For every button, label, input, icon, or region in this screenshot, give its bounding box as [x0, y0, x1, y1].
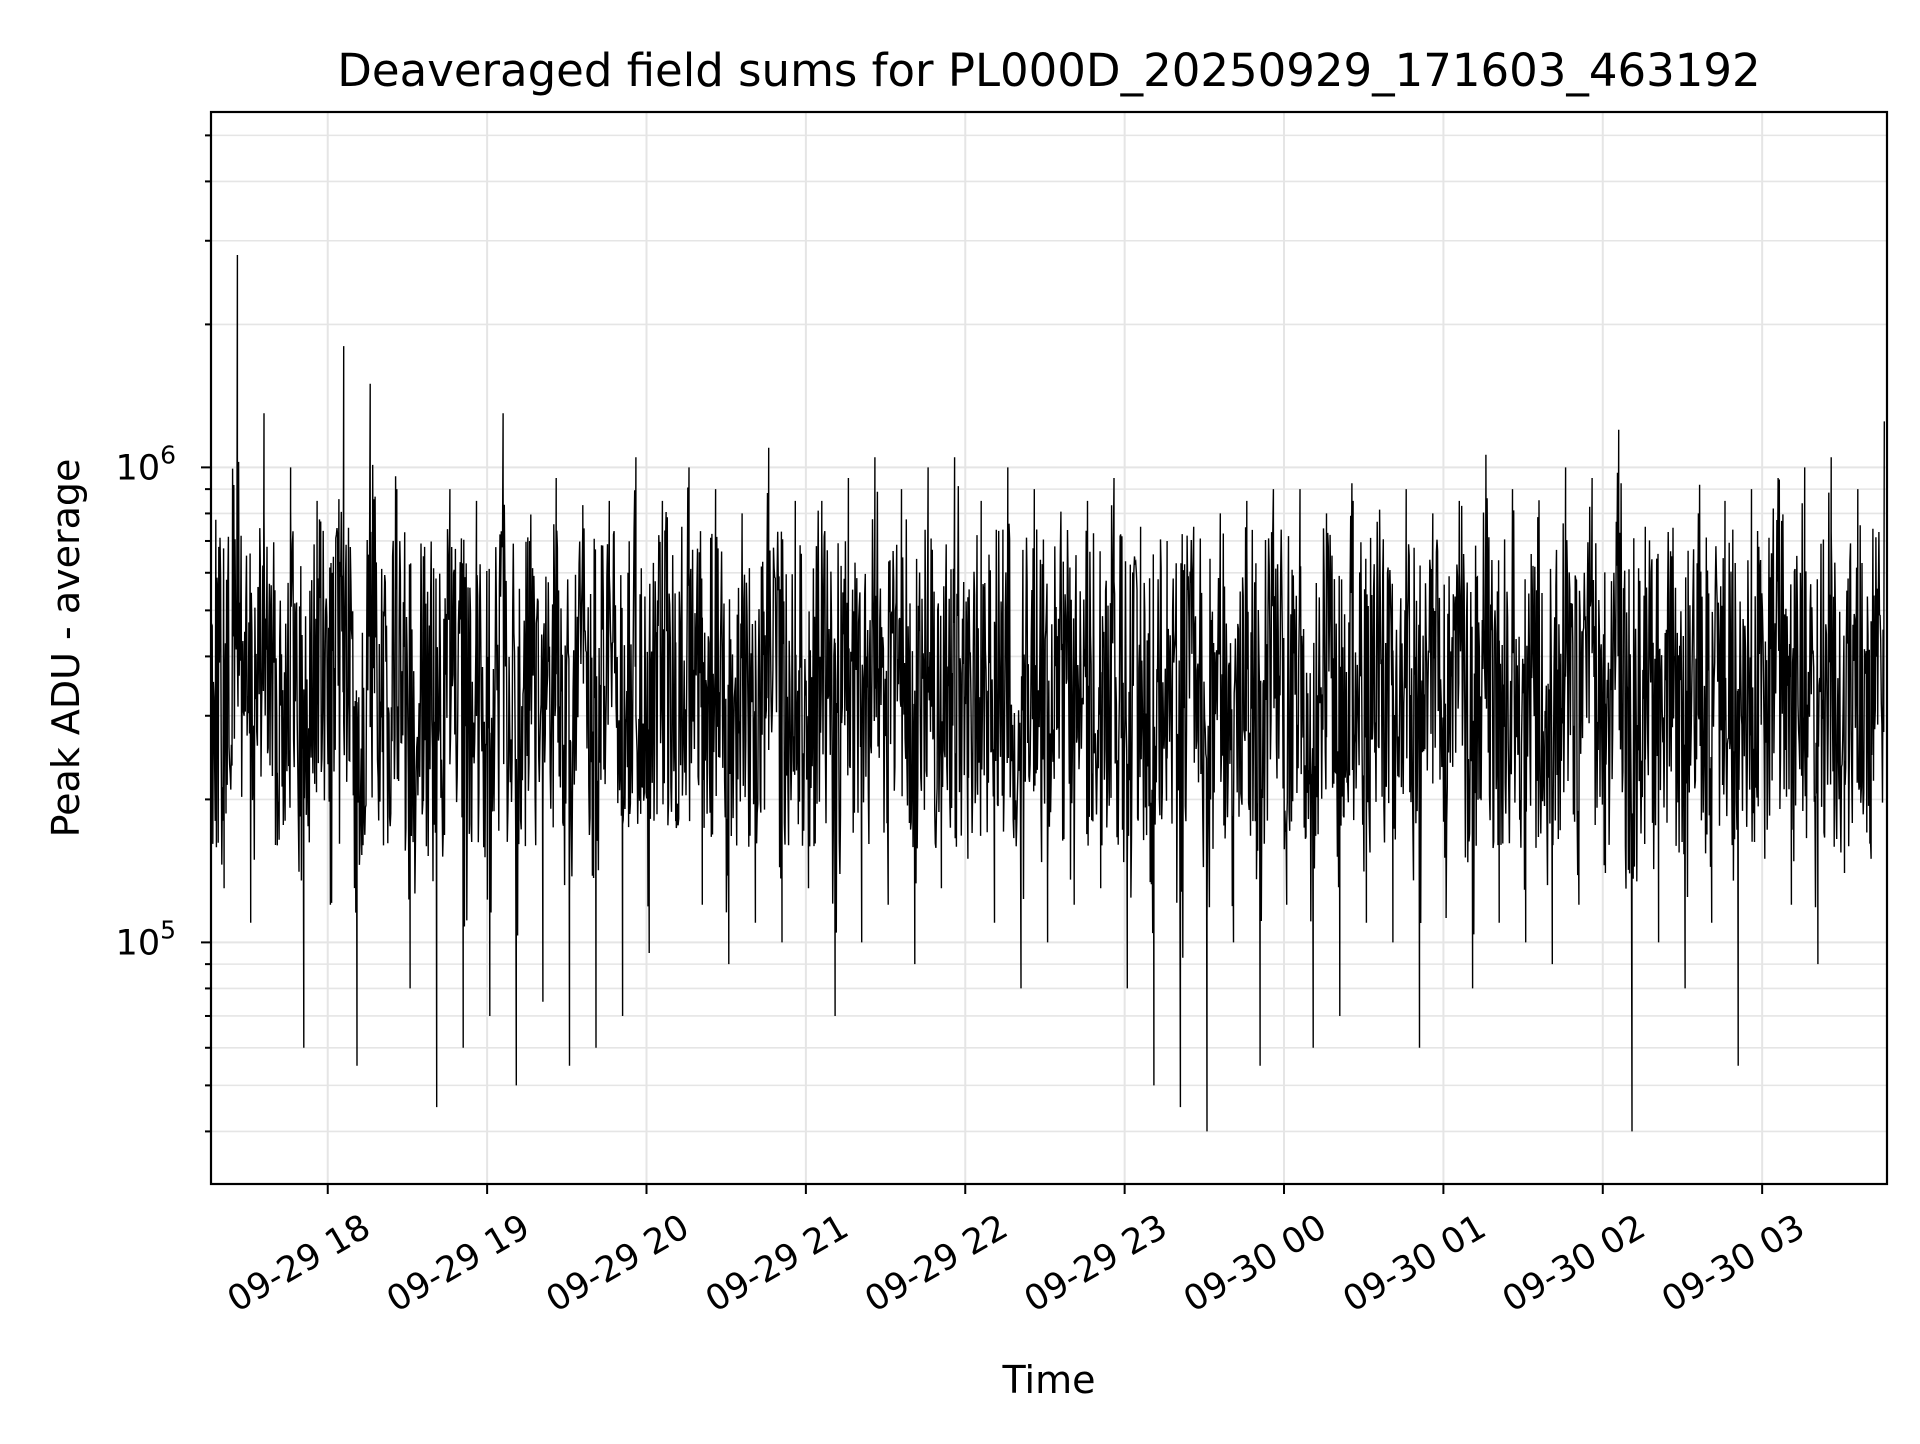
data-layer: [210, 254, 1885, 1132]
plot-frame: [209, 110, 1889, 1186]
y-tick-label: 105: [116, 915, 176, 963]
y-axis: 105 106: [116, 134, 211, 1133]
y-axis-label: Peak ADU - average: [44, 459, 88, 838]
y-tick-label: 106: [116, 440, 176, 488]
chart-title: Deaveraged field sums for PL000D_2025092…: [337, 44, 1760, 97]
series-line: [210, 254, 1885, 1132]
x-axis-label: Time: [1002, 1358, 1096, 1402]
